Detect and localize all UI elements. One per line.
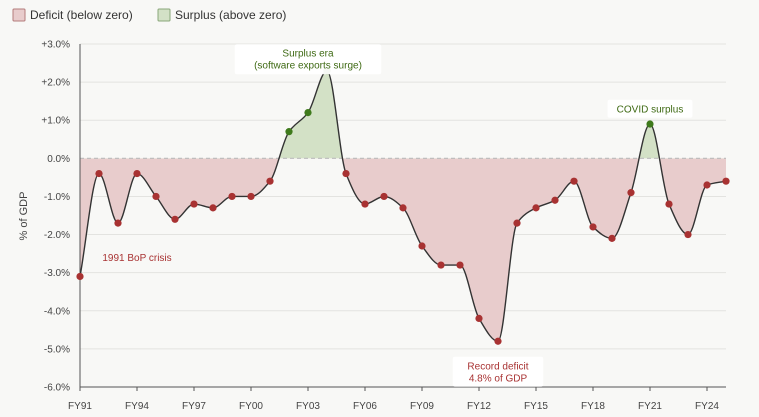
y-tick-label: -1.0% bbox=[44, 192, 70, 203]
y-tick-label: +3.0% bbox=[41, 40, 70, 51]
data-point bbox=[209, 204, 217, 212]
x-tick-label: FY06 bbox=[353, 401, 377, 412]
x-tick-label: FY12 bbox=[467, 401, 491, 412]
data-points bbox=[76, 67, 730, 345]
y-tick-label: +2.0% bbox=[41, 78, 70, 89]
annotations: 1991 BoP crisis Surplus era(software expo… bbox=[102, 44, 693, 387]
y-tick-label: +1.0% bbox=[41, 116, 70, 127]
annotation-text: Record deficit bbox=[467, 361, 528, 372]
annotation-text: COVID surplus bbox=[617, 104, 684, 115]
annotation-text: (software exports surge) bbox=[254, 61, 362, 72]
data-point bbox=[551, 196, 559, 204]
annotation-text: Surplus era bbox=[282, 49, 334, 60]
deficit-area bbox=[80, 158, 726, 342]
y-tick-label: -2.0% bbox=[44, 230, 70, 241]
data-point bbox=[342, 169, 350, 178]
legend-swatch-deficit bbox=[12, 8, 26, 22]
legend: Deficit (below zero) Surplus (above zero… bbox=[12, 8, 286, 22]
data-point bbox=[722, 177, 730, 185]
data-point bbox=[684, 230, 692, 239]
data-point bbox=[399, 204, 407, 212]
x-tick-label: FY97 bbox=[182, 401, 206, 412]
x-tick-label: FY03 bbox=[296, 401, 320, 412]
y-tick-label: -5.0% bbox=[44, 344, 70, 355]
data-point bbox=[475, 314, 483, 322]
x-tick-label: FY09 bbox=[410, 401, 434, 412]
x-tick-label: FY91 bbox=[68, 401, 92, 412]
annotation-surplus: Surplus era(software exports surge) bbox=[234, 44, 382, 75]
legend-label-deficit: Deficit (below zero) bbox=[30, 8, 133, 22]
x-tick-label: FY00 bbox=[239, 401, 263, 412]
data-point bbox=[513, 219, 521, 227]
legend-swatch-surplus bbox=[157, 8, 171, 22]
data-point bbox=[266, 177, 274, 185]
annotation-box bbox=[234, 44, 382, 75]
y-tick-label: -3.0% bbox=[44, 268, 70, 279]
data-point bbox=[380, 192, 388, 201]
data-point bbox=[304, 109, 312, 117]
data-point bbox=[532, 204, 540, 212]
y-tick-label: 0.0% bbox=[47, 154, 70, 165]
x-tick-label: FY94 bbox=[125, 401, 149, 412]
data-point bbox=[646, 120, 654, 128]
legend-label-surplus: Surplus (above zero) bbox=[175, 8, 286, 22]
data-point bbox=[456, 261, 464, 269]
data-point bbox=[171, 215, 179, 223]
data-point bbox=[114, 219, 122, 227]
data-point bbox=[608, 234, 616, 242]
y-axis-label: % of GDP bbox=[18, 192, 30, 241]
data-point bbox=[95, 169, 103, 178]
data-point bbox=[589, 223, 597, 231]
data-point bbox=[665, 200, 673, 208]
y-tick-label: -4.0% bbox=[44, 306, 70, 317]
data-point bbox=[228, 192, 236, 201]
annotation-box bbox=[452, 356, 544, 387]
x-tick-label: FY24 bbox=[695, 401, 719, 412]
data-point bbox=[285, 128, 293, 136]
x-tick-label: FY21 bbox=[638, 401, 662, 412]
data-point bbox=[494, 337, 502, 345]
data-point bbox=[627, 189, 635, 197]
x-tick-label: FY18 bbox=[581, 401, 605, 412]
data-point bbox=[361, 200, 369, 208]
y-tick-label: -6.0% bbox=[44, 383, 70, 394]
data-point bbox=[133, 169, 141, 178]
data-point bbox=[703, 181, 711, 189]
annotation-text: 4.8% of GDP bbox=[469, 373, 528, 384]
data-point bbox=[190, 200, 198, 208]
annotation-text: 1991 BoP crisis bbox=[102, 253, 171, 264]
annotation-box bbox=[607, 99, 693, 118]
area-fills bbox=[80, 70, 726, 342]
axes: +3.0% +2.0% +1.0% 0.0% -1.0% -2.0% -3.0% -4.0% -… bbox=[41, 40, 726, 412]
data-point bbox=[418, 242, 426, 250]
data-point bbox=[247, 192, 255, 201]
data-point bbox=[152, 192, 160, 201]
annotation-surplus: COVID surplus bbox=[607, 99, 693, 118]
data-point bbox=[570, 177, 578, 185]
data-point bbox=[437, 261, 445, 269]
x-tick-label: FY15 bbox=[524, 401, 548, 412]
data-point bbox=[76, 272, 84, 281]
annotation-deficit: 1991 BoP crisis bbox=[102, 253, 171, 264]
